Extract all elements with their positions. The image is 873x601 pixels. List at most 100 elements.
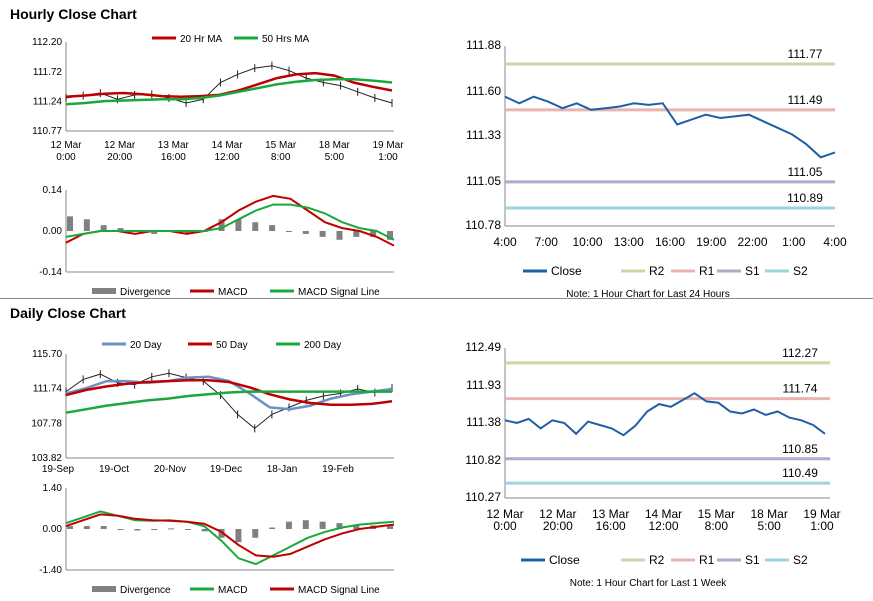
divergence-bar bbox=[353, 231, 360, 237]
series-line-1 bbox=[65, 379, 393, 407]
x-tick-label: 7:00 bbox=[535, 235, 559, 249]
x-tick-label: 12 Mar bbox=[486, 507, 523, 521]
x-tick-label: 19-Dec bbox=[210, 464, 242, 475]
legend-item: S2 bbox=[793, 264, 808, 278]
x-tick-label: 8:00 bbox=[271, 152, 291, 163]
x-tick-label: 16:00 bbox=[655, 235, 685, 249]
divergence-bar bbox=[134, 529, 141, 531]
level-label: 112.27 bbox=[782, 346, 818, 360]
series-line-2 bbox=[65, 390, 392, 414]
y-tick-label: 111.05 bbox=[466, 174, 501, 188]
y-tick-label: 112.49 bbox=[465, 340, 501, 354]
y-tick-label: 111.24 bbox=[33, 97, 63, 108]
x-tick-label: 22:00 bbox=[737, 235, 767, 249]
divergence-bar bbox=[319, 521, 326, 529]
hourly-close-1w-chart: 112.49 111.93 111.38 110.82 110.27 112.27 111.… bbox=[465, 340, 840, 589]
divergence-bar bbox=[370, 231, 377, 237]
y-tick-label: 103.82 bbox=[31, 453, 62, 464]
legend-item: R2 bbox=[649, 553, 665, 567]
divergence-bar bbox=[100, 225, 107, 231]
legend-item: Divergence bbox=[120, 585, 171, 596]
x-tick-label: 1:00 bbox=[782, 235, 806, 249]
x-tick-label: 5:00 bbox=[757, 519, 781, 533]
legend-item: S1 bbox=[745, 264, 760, 278]
divergence-bar bbox=[184, 231, 191, 234]
section-divider bbox=[0, 298, 873, 299]
y-tick-label: 111.93 bbox=[466, 378, 501, 392]
y-tick-label: 111.72 bbox=[33, 67, 63, 78]
y-tick-label: 111.33 bbox=[466, 128, 501, 142]
legend-item: Close bbox=[551, 264, 582, 278]
divergence-bar bbox=[353, 524, 360, 529]
legend-item: R1 bbox=[699, 553, 715, 567]
price-bar-trace bbox=[65, 372, 393, 430]
legend-item: 50 Day bbox=[216, 340, 248, 351]
x-tick-label: 8:00 bbox=[705, 519, 729, 533]
divergence-bar bbox=[151, 231, 158, 234]
x-tick-label: 12 Mar bbox=[104, 140, 136, 151]
level-label: 111.05 bbox=[788, 165, 823, 179]
divergence-bar bbox=[83, 219, 90, 231]
x-tick-label: 12 Mar bbox=[50, 140, 82, 151]
daily-section-title: Daily Close Chart bbox=[10, 305, 126, 321]
x-tick-label: 18 Mar bbox=[750, 507, 787, 521]
y-tick-label: 111.60 bbox=[466, 84, 501, 98]
legend-item: MACD Signal Line bbox=[298, 585, 380, 596]
divergence-bar bbox=[151, 529, 158, 530]
x-tick-label: 12:00 bbox=[648, 519, 678, 533]
x-tick-label: 20:00 bbox=[543, 519, 573, 533]
divergence-bar bbox=[117, 529, 124, 530]
level-label: 110.85 bbox=[782, 442, 818, 456]
x-tick-label: 4:00 bbox=[823, 235, 847, 249]
divergence-bar bbox=[319, 231, 326, 237]
x-tick-label: 19-Feb bbox=[322, 464, 354, 475]
legend-item: R1 bbox=[699, 264, 715, 278]
divergence-bar bbox=[252, 222, 259, 231]
divergence-bar bbox=[117, 228, 124, 231]
divergence-bar bbox=[168, 528, 175, 530]
y-tick-label: 111.88 bbox=[466, 38, 501, 52]
x-tick-label: 15 Mar bbox=[698, 507, 735, 521]
x-tick-label: 19 Mar bbox=[372, 140, 404, 151]
x-tick-label: 19 Mar bbox=[803, 507, 840, 521]
level-label: 111.74 bbox=[783, 382, 818, 396]
x-tick-label: 12:00 bbox=[214, 152, 239, 163]
divergence-bar bbox=[235, 219, 242, 231]
divergence-bar bbox=[235, 529, 242, 543]
divergence-bar bbox=[285, 521, 292, 529]
y-tick-label: 0.00 bbox=[43, 524, 63, 535]
x-tick-label: 18 Mar bbox=[319, 140, 351, 151]
divergence-bar bbox=[83, 526, 90, 529]
legend-item: 20 Hr MA bbox=[180, 34, 223, 45]
chart-note: Note: 1 Hour Chart for Last 24 Hours bbox=[566, 289, 729, 300]
y-tick-label: 111.74 bbox=[33, 384, 63, 395]
legend-item: Close bbox=[549, 553, 580, 567]
x-tick-label: 14 Mar bbox=[211, 140, 243, 151]
x-tick-label: 19-Sep bbox=[42, 464, 75, 475]
level-label: 110.49 bbox=[782, 466, 818, 480]
x-tick-label: 10:00 bbox=[572, 235, 602, 249]
divergence-bar bbox=[269, 225, 276, 231]
y-tick-label: 110.27 bbox=[465, 490, 501, 504]
x-tick-label: 19-Oct bbox=[99, 464, 129, 475]
y-tick-label: 0.00 bbox=[43, 226, 63, 237]
chart-note: Note: 1 Hour Chart for Last 1 Week bbox=[570, 578, 728, 589]
divergence-bar bbox=[252, 529, 259, 538]
divergence-bar bbox=[67, 216, 73, 231]
y-tick-label: 110.77 bbox=[32, 126, 62, 137]
y-tick-label: -0.14 bbox=[39, 267, 62, 278]
x-tick-label: 16:00 bbox=[596, 519, 626, 533]
price-bar-trace bbox=[65, 65, 393, 104]
divergence-bar bbox=[184, 529, 191, 530]
signal-line bbox=[65, 203, 395, 241]
hourly-macd-chart: 0.14 0.00 -0.14 Divergence MACD MACD Signal L… bbox=[39, 185, 395, 298]
legend-item: 20 Day bbox=[130, 340, 162, 351]
x-tick-label: 1:00 bbox=[378, 152, 398, 163]
legend-item: S2 bbox=[793, 553, 808, 567]
signal-line bbox=[65, 513, 395, 558]
close-line bbox=[504, 392, 826, 437]
daily-macd-chart: 1.40 0.00 -1.40 Divergence MACD MACD Signal L… bbox=[39, 483, 395, 596]
x-tick-label: 19:00 bbox=[696, 235, 726, 249]
divergence-bar bbox=[285, 231, 292, 232]
